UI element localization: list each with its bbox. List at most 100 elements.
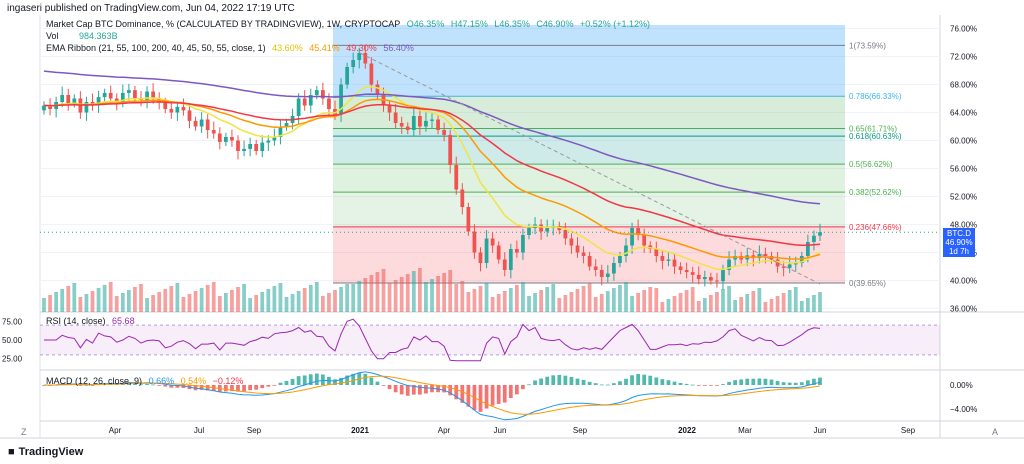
volume-bar xyxy=(460,281,465,312)
y-tick-label: 56.00% xyxy=(950,165,977,174)
candle-body xyxy=(672,259,677,267)
x-tick-label: Jun xyxy=(814,426,827,435)
candle-body xyxy=(642,235,647,246)
candle-body xyxy=(702,277,707,280)
volume-bar xyxy=(278,283,283,312)
publish-caption: ingaseri published on TradingView.com, J… xyxy=(7,3,295,14)
candle-body xyxy=(199,119,204,127)
volume-bar xyxy=(466,292,471,312)
candle-body xyxy=(660,256,665,261)
volume-bar xyxy=(302,288,307,312)
volume-bar xyxy=(514,285,519,312)
fib-level-label: 1(73.59%) xyxy=(849,41,886,50)
volume-bar xyxy=(521,282,525,312)
candle-body xyxy=(569,238,574,246)
macd-histogram-bar xyxy=(605,384,610,386)
volume-bar xyxy=(424,282,428,312)
candle-body xyxy=(217,133,222,142)
volume-bar xyxy=(527,296,531,312)
macd-histogram-bar xyxy=(599,384,604,386)
rsi-y-tick-label: 75.00 xyxy=(2,317,23,326)
volume-bar xyxy=(757,288,762,312)
macd-histogram-bar xyxy=(715,385,719,386)
volume-bar xyxy=(496,294,501,312)
x-tick-label: 2022 xyxy=(678,426,696,435)
candle-body xyxy=(314,90,319,95)
rsi-line xyxy=(44,318,821,362)
y-tick-label: 48.00% xyxy=(950,221,977,230)
volume-bar xyxy=(193,291,198,312)
candle-body xyxy=(539,224,544,232)
macd-histogram-bar xyxy=(496,385,501,404)
volume-bar xyxy=(642,290,647,312)
macd-histogram-bar xyxy=(569,377,574,385)
candle-body xyxy=(120,92,125,102)
macd-histogram-bar xyxy=(133,383,137,385)
candle-body xyxy=(254,144,259,151)
fib-zone xyxy=(333,192,845,227)
footer-brand: ■ TradingView xyxy=(8,446,83,458)
vol-value: 984.363B xyxy=(79,31,118,41)
fib-zone xyxy=(333,136,845,165)
candle-body xyxy=(133,90,137,99)
macd-value-2: 0.54% xyxy=(180,376,207,386)
candle-body xyxy=(302,98,307,106)
volume-bar xyxy=(314,282,319,312)
x-tick-label: Mar xyxy=(738,426,752,435)
fib-level-label: 0.5(56.62%) xyxy=(849,160,893,169)
volume-bar xyxy=(217,296,222,312)
brand-name: TradingView xyxy=(18,446,84,458)
macd-histogram-bar xyxy=(411,385,416,395)
macd-histogram-bar xyxy=(84,384,89,386)
candle-body xyxy=(96,97,101,106)
volume-bar xyxy=(72,283,77,312)
volume-bar xyxy=(266,289,271,312)
volume-bar xyxy=(230,290,234,312)
candle-body xyxy=(333,109,337,115)
candle-body xyxy=(151,91,156,99)
macd-histogram-bar xyxy=(157,385,162,386)
volume-bar xyxy=(618,285,622,312)
candle-body xyxy=(502,259,507,270)
candle-body xyxy=(436,119,440,130)
volume-bar xyxy=(375,272,380,312)
volume-bar xyxy=(690,287,695,312)
macd-histogram-bar xyxy=(630,375,634,385)
y-tick-label: 76.00% xyxy=(950,25,977,34)
candle-body xyxy=(654,249,659,256)
macd-histogram-bar xyxy=(618,381,622,385)
candle-body xyxy=(60,95,65,102)
fib-zone xyxy=(333,164,845,193)
macd-histogram-bar xyxy=(236,385,240,392)
macd-histogram-bar xyxy=(454,385,459,400)
macd-histogram-bar xyxy=(254,385,259,390)
macd-histogram-bar xyxy=(539,378,544,385)
volume-bar xyxy=(387,283,392,312)
legend-title: Market Cap BTC Dominance, % (CALCULATED … xyxy=(46,19,401,29)
candle-body xyxy=(169,109,174,113)
macd-histogram-bar xyxy=(484,385,489,409)
macd-histogram-bar xyxy=(533,380,537,385)
macd-histogram-bar xyxy=(763,378,768,385)
macd-histogram-bar xyxy=(151,384,156,386)
macd-histogram-bar xyxy=(369,377,374,385)
volume-bar xyxy=(787,290,792,312)
macd-histogram-bar xyxy=(708,385,713,386)
ema-value-3: 49.30% xyxy=(346,43,377,53)
macd-histogram-bar xyxy=(805,380,810,385)
y-tick-label: 36.00% xyxy=(950,305,977,314)
macd-histogram-bar xyxy=(351,373,356,385)
macd-histogram-bar xyxy=(417,385,422,395)
candle-body xyxy=(775,259,780,267)
macd-histogram-bar xyxy=(223,385,228,392)
candle-body xyxy=(339,84,343,115)
macd-histogram-bar xyxy=(642,374,647,385)
candle-body xyxy=(593,266,598,270)
volume-bar xyxy=(236,287,240,312)
candle-body xyxy=(721,270,725,282)
candle-body xyxy=(563,230,568,239)
macd-histogram-bar xyxy=(308,374,313,385)
macd-histogram-bar xyxy=(696,385,701,386)
macd-histogram-bar xyxy=(781,382,786,385)
macd-histogram-bar xyxy=(775,381,780,385)
